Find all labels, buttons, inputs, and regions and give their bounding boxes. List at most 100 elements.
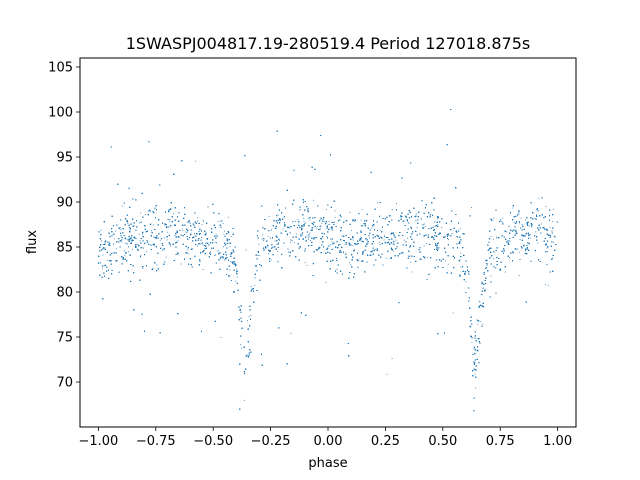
data-point (546, 247, 548, 249)
data-point (153, 224, 155, 226)
data-point (538, 197, 540, 199)
data-point (459, 259, 461, 261)
data-point (188, 253, 190, 255)
data-point (477, 323, 479, 325)
data-point (427, 257, 429, 259)
data-point (250, 286, 252, 287)
data-point (326, 236, 328, 237)
data-point (493, 217, 495, 219)
data-point (146, 242, 148, 244)
data-point (245, 249, 247, 251)
data-point (438, 247, 440, 249)
data-point (391, 209, 393, 210)
data-point (336, 268, 338, 270)
data-point (138, 222, 140, 224)
data-point (159, 239, 161, 241)
data-point (282, 228, 284, 230)
data-point (270, 244, 272, 246)
data-point (394, 244, 395, 246)
data-point (229, 261, 231, 263)
data-point (374, 249, 376, 251)
data-point (334, 242, 336, 244)
data-point (460, 266, 462, 268)
data-point (248, 316, 250, 318)
data-point (330, 227, 332, 228)
data-point (460, 252, 462, 254)
data-point (386, 257, 387, 259)
data-point (545, 206, 547, 208)
data-point (220, 220, 221, 222)
data-point (316, 226, 318, 227)
data-point (304, 262, 306, 264)
data-point (139, 240, 141, 242)
data-point (181, 228, 183, 230)
data-point (321, 222, 323, 224)
data-point (135, 238, 137, 239)
data-point (140, 212, 142, 214)
data-point (166, 239, 168, 241)
data-point (121, 205, 123, 207)
data-point (255, 265, 256, 267)
data-point (115, 230, 117, 232)
data-point (307, 217, 309, 219)
data-point (151, 230, 153, 232)
data-point (475, 387, 477, 389)
data-point (100, 229, 102, 231)
data-point (391, 358, 393, 359)
data-point (197, 220, 198, 222)
data-point (496, 236, 498, 238)
data-point (352, 245, 354, 247)
data-point (534, 217, 536, 219)
data-point (256, 254, 258, 256)
data-point (202, 244, 204, 246)
data-point (369, 237, 371, 239)
data-point (371, 227, 373, 229)
data-point (525, 219, 526, 221)
data-point (103, 265, 105, 267)
data-point (379, 244, 381, 246)
data-point (350, 264, 352, 266)
data-point (542, 227, 543, 229)
data-point (334, 210, 336, 212)
data-point (201, 224, 203, 226)
data-point (324, 221, 326, 223)
data-point (518, 251, 520, 253)
data-point (473, 347, 475, 349)
data-point (113, 238, 115, 240)
data-point (288, 251, 290, 253)
data-point (146, 241, 148, 243)
data-point (109, 233, 110, 235)
data-point (410, 261, 412, 263)
data-point (313, 224, 314, 226)
data-point (354, 220, 355, 222)
data-point (274, 240, 276, 242)
data-point (519, 239, 521, 241)
data-point (98, 262, 100, 264)
data-point (379, 229, 381, 231)
data-point (480, 321, 482, 322)
data-point (295, 233, 297, 235)
data-point (127, 223, 129, 225)
data-point (255, 266, 257, 268)
data-point (306, 235, 308, 237)
data-point (279, 239, 280, 241)
data-point (262, 234, 264, 236)
data-point (263, 239, 264, 241)
data-point (227, 216, 229, 218)
data-point (268, 215, 270, 217)
data-point (535, 231, 537, 233)
data-point (329, 238, 331, 240)
data-point (297, 219, 299, 221)
data-point (100, 240, 102, 242)
data-point (479, 301, 481, 303)
data-point (303, 217, 305, 219)
data-point (169, 221, 170, 223)
data-point (547, 251, 548, 252)
data-point (518, 213, 520, 214)
data-point (215, 233, 217, 235)
data-point (186, 221, 188, 223)
data-point (423, 245, 425, 247)
data-point (155, 238, 157, 240)
data-point (124, 242, 126, 244)
data-point (277, 251, 279, 252)
